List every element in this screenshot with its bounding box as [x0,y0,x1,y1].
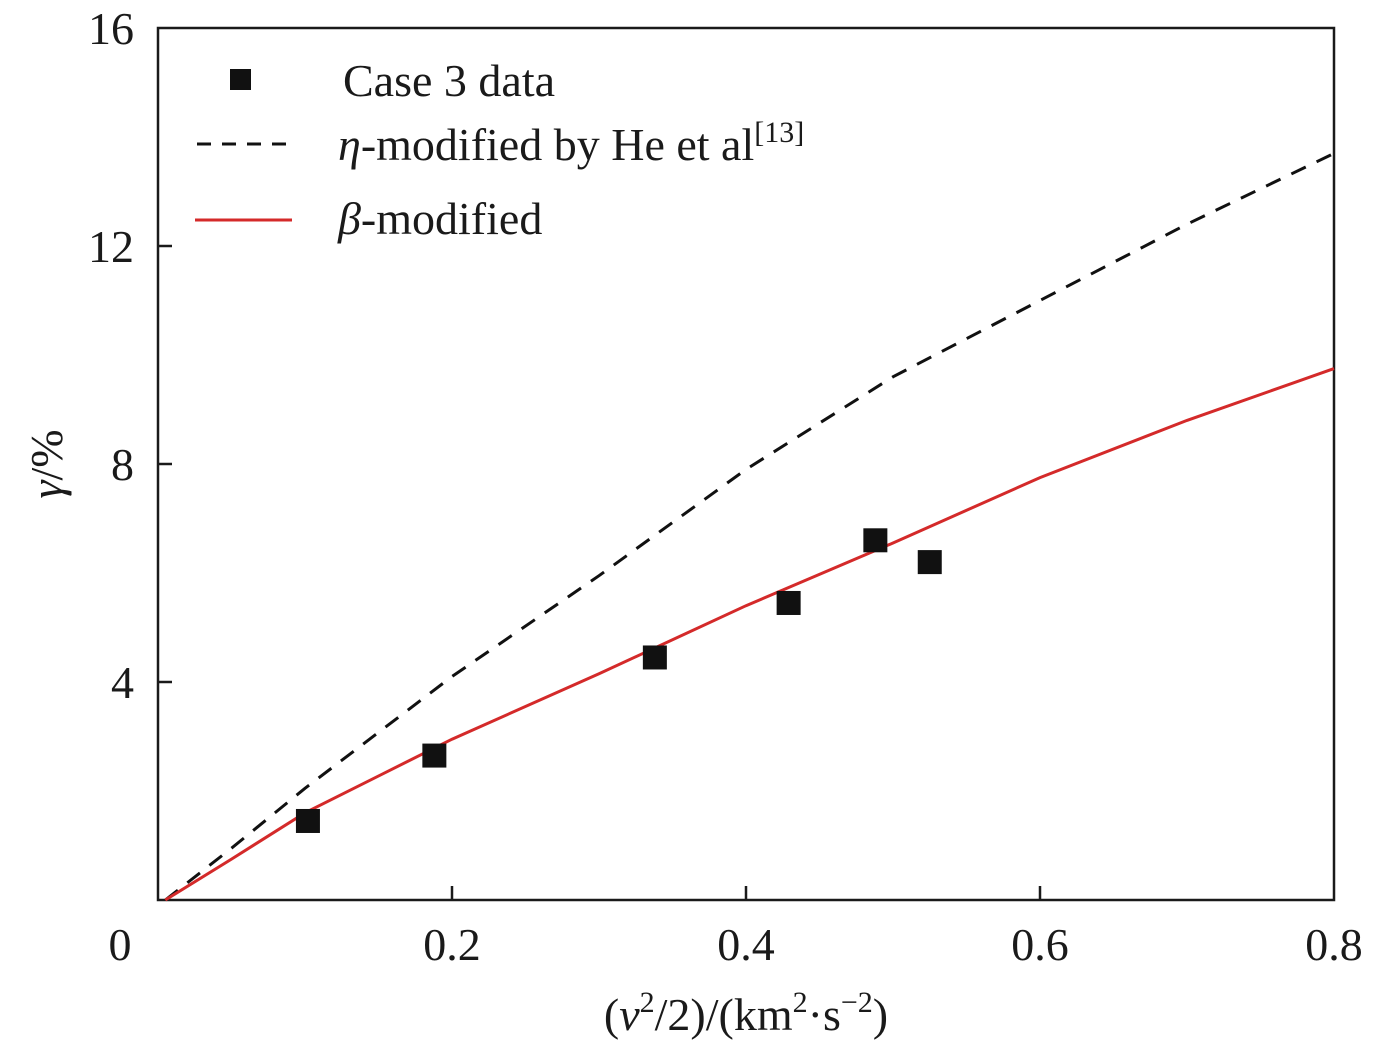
data-point-case3 [642,645,667,670]
x-tick-label: 0.2 [423,919,481,970]
x-tick-label: 0 [109,919,132,970]
data-point-case3 [776,590,801,615]
x-tick-label: 0.8 [1305,919,1363,970]
y-axis-label: γ/% [21,429,72,498]
series-line-beta-modified [164,367,1335,902]
legend-marker-case3 [230,69,251,90]
data-point-case3 [917,550,942,575]
axes-ticks: 0 0.2 0.4 0.6 0.8 4 8 12 16 [88,3,1363,970]
x-tick-label: 0.4 [717,919,775,970]
legend-label-beta: β-modified [337,193,542,244]
series-line-eta-modified [164,152,1335,902]
y-tick-label: 4 [111,657,134,708]
series-layer [164,152,1335,902]
x-axis-label: (v2/2)/(km2·s−2) [604,986,888,1040]
data-point-case3 [422,743,447,768]
y-tick-label: 8 [111,439,134,490]
legend-label-case3: Case 3 data [343,55,555,106]
y-tick-label: 16 [88,3,134,54]
legend: Case 3 data η-modified by He et al[13] β… [195,55,804,244]
data-point-case3 [863,528,888,553]
x-tick-label: 0.6 [1011,919,1069,970]
legend-label-eta: η-modified by He et al[13] [338,116,804,170]
data-point-case3 [295,808,320,833]
y-tick-label: 12 [88,221,134,272]
